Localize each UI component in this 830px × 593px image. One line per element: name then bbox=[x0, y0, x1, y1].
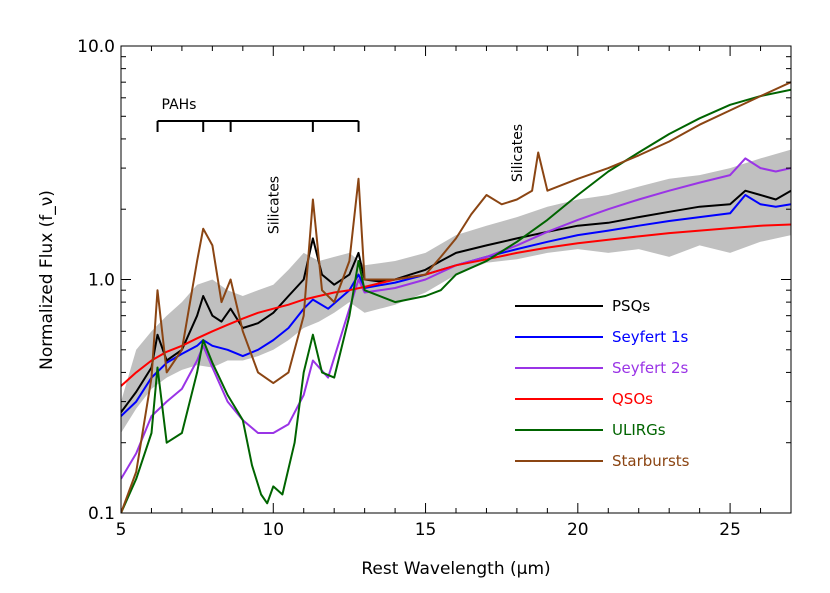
x-axis-title: Rest Wavelength (μm) bbox=[361, 559, 550, 579]
annotation-layer: PAHs Silicates Silicates bbox=[156, 97, 526, 234]
pah-label: PAHs bbox=[162, 97, 197, 113]
series-line-seyfert-1s bbox=[121, 194, 791, 417]
legend-label-ulirgs: ULIRGs bbox=[612, 421, 666, 439]
legend-label-qsos: QSOs bbox=[612, 390, 653, 408]
y-tick-label: 0.1 bbox=[88, 504, 115, 524]
series-layer bbox=[121, 81, 791, 513]
legend-label-seyfert-2s: Seyfert 2s bbox=[612, 359, 688, 377]
y-axis-title: Normalized Flux (f_ν) bbox=[37, 190, 57, 370]
legend: PSQs Seyfert 1s Seyfert 2s QSOs ULIRGs Starbu… bbox=[515, 297, 690, 470]
axis-ticks: 5 10 15 20 25 0.1 1.0 10.0 bbox=[77, 37, 792, 540]
silicates-label-1: Silicates bbox=[266, 176, 282, 234]
series-line-starbursts bbox=[121, 81, 791, 513]
x-tick-label: 10 bbox=[262, 520, 284, 540]
legend-label-psqs: PSQs bbox=[612, 297, 650, 315]
dispersion-band bbox=[121, 149, 791, 433]
x-tick-label: 25 bbox=[719, 520, 741, 540]
y-tick-label: 1.0 bbox=[88, 271, 115, 291]
plot-frame bbox=[120, 45, 792, 514]
x-tick-label: 15 bbox=[415, 520, 437, 540]
y-tick-label: 10.0 bbox=[77, 37, 115, 57]
silicates-label-2: Silicates bbox=[510, 124, 526, 182]
dispersion-band-layer bbox=[121, 149, 791, 433]
legend-label-starbursts: Starbursts bbox=[612, 452, 690, 470]
x-tick-label: 5 bbox=[116, 520, 127, 540]
series-line-ulirgs bbox=[121, 88, 791, 513]
x-tick-label: 20 bbox=[567, 520, 589, 540]
legend-label-seyfert-1s: Seyfert 1s bbox=[612, 328, 688, 346]
series-line-qsos bbox=[121, 223, 791, 387]
series-line-psqs bbox=[121, 189, 791, 413]
